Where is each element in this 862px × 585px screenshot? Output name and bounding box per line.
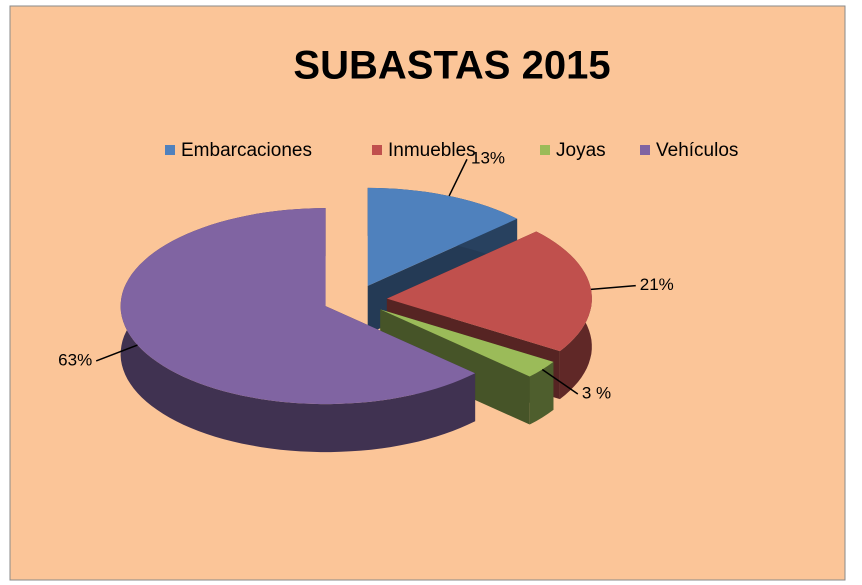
legend-swatch bbox=[540, 145, 550, 155]
data-label: 3 % bbox=[582, 383, 611, 402]
data-label: 21% bbox=[640, 275, 674, 294]
pie-slice bbox=[367, 187, 518, 286]
legend-swatch bbox=[640, 145, 650, 155]
legend-label: Vehículos bbox=[656, 140, 738, 161]
legend-label: Joyas bbox=[556, 140, 606, 161]
pie-slice bbox=[380, 309, 554, 377]
leader-line bbox=[590, 284, 636, 291]
leader-line bbox=[95, 344, 138, 362]
leader-line bbox=[448, 158, 468, 197]
chart-title: SUBASTAS 2015 bbox=[293, 44, 610, 88]
leader-line bbox=[541, 368, 579, 395]
legend-label: Inmuebles bbox=[388, 140, 476, 161]
legend-swatch bbox=[372, 145, 382, 155]
pie-side bbox=[529, 361, 554, 425]
legend-label: Embarcaciones bbox=[181, 140, 312, 161]
data-label: 13% bbox=[471, 149, 505, 168]
pie-slice bbox=[120, 208, 476, 405]
legend-swatch bbox=[165, 145, 175, 155]
data-label: 63% bbox=[58, 350, 92, 369]
pie-slice bbox=[386, 231, 592, 352]
